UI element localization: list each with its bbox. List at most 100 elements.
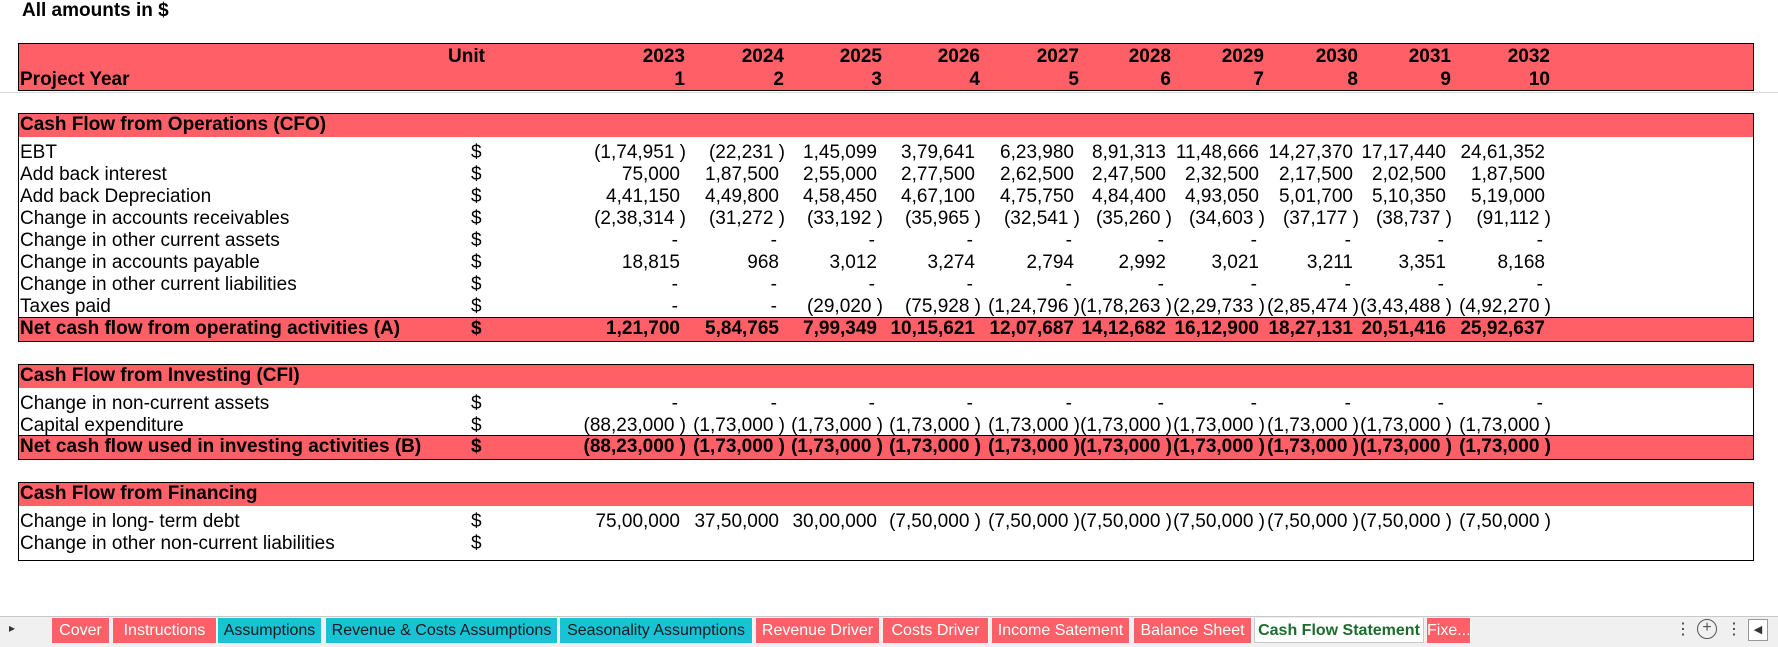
value-cell: - <box>1157 230 1164 251</box>
value-cell: 2,55,000 <box>803 164 877 185</box>
year-header: 2028 <box>1128 46 1171 67</box>
year-header: 2032 <box>1507 46 1550 67</box>
unit-header: Unit <box>448 46 485 67</box>
sheet-tab[interactable]: Fixe... <box>1427 618 1471 643</box>
value-cell: 3,012 <box>829 252 877 273</box>
value-cell: - <box>770 230 777 251</box>
row-label: Taxes paid <box>20 296 111 317</box>
value-cell: 3,021 <box>1211 252 1259 273</box>
value-cell: 6,23,980 <box>1000 142 1074 163</box>
value-cell: 14,27,370 <box>1268 142 1353 163</box>
value-cell: (1,73,000 ) <box>889 415 981 436</box>
value-cell: - <box>1344 274 1351 295</box>
row-label: Change in accounts payable <box>20 252 260 273</box>
sheet-tab[interactable]: Cash Flow Statement <box>1254 618 1424 643</box>
value-cell: 30,00,000 <box>792 511 877 532</box>
value-cell: 4,49,800 <box>705 186 779 207</box>
value-cell: - <box>770 274 777 295</box>
value-cell: (91,112 ) <box>1476 208 1551 229</box>
value-cell: 4,67,100 <box>901 186 975 207</box>
row-label: Change in long- term debt <box>20 511 240 532</box>
total-value-cell: 20,51,416 <box>1361 318 1446 339</box>
value-cell: 37,50,000 <box>694 511 779 532</box>
total-value-cell: 12,07,687 <box>989 318 1074 339</box>
more-options-icon[interactable]: ⋮ <box>1726 621 1742 638</box>
scroll-left-icon[interactable]: ◀ <box>1748 619 1768 641</box>
value-cell: - <box>1536 274 1543 295</box>
value-cell: (33,192 ) <box>806 208 883 229</box>
year-header: 2024 <box>741 46 784 67</box>
cfo-section-title: Cash Flow from Operations (CFO) <box>20 114 327 135</box>
value-cell: 4,93,050 <box>1185 186 1259 207</box>
project-year-label: Project Year <box>20 69 130 90</box>
unit-cell: $ <box>471 296 482 317</box>
value-cell: (7,50,000 ) <box>1173 511 1265 532</box>
project-year-number: 2 <box>773 69 784 90</box>
value-cell: (22,231 ) <box>708 142 785 163</box>
value-cell: - <box>1065 274 1072 295</box>
row-label: EBT <box>20 142 57 163</box>
value-cell: - <box>966 230 973 251</box>
total-label: Net cash flow from operating activities … <box>20 318 401 339</box>
unit-cell: $ <box>471 533 482 554</box>
unit-cell: $ <box>471 274 482 295</box>
value-cell: (1,24,796 ) <box>988 296 1080 317</box>
row-label: Change in accounts receivables <box>20 208 290 229</box>
value-cell: - <box>1250 393 1257 414</box>
value-cell: - <box>1065 230 1072 251</box>
value-cell: 4,58,450 <box>803 186 877 207</box>
value-cell: - <box>966 274 973 295</box>
value-cell: - <box>671 230 678 251</box>
value-cell: (75,928 ) <box>904 296 981 317</box>
unit-cell: $ <box>471 436 482 457</box>
value-cell: - <box>1157 274 1164 295</box>
value-cell: - <box>868 393 875 414</box>
value-cell: 1,45,099 <box>803 142 877 163</box>
row-label: Add back interest <box>20 164 167 185</box>
cfi-body-box <box>18 388 1754 436</box>
project-year-number: 6 <box>1160 69 1171 90</box>
value-cell: (29,020 ) <box>806 296 883 317</box>
total-value-cell: 10,15,621 <box>890 318 975 339</box>
value-cell: (7,50,000 ) <box>1459 511 1551 532</box>
tab-scroll-right-icon[interactable]: ▸ <box>9 621 16 635</box>
total-value-cell: (88,23,000 ) <box>583 436 686 457</box>
value-cell: 3,351 <box>1398 252 1446 273</box>
row-label: Change in other current liabilities <box>20 274 297 295</box>
value-cell: 2,02,500 <box>1372 164 1446 185</box>
value-cell: - <box>671 296 678 317</box>
value-cell: 2,992 <box>1118 252 1166 273</box>
gridline <box>0 92 1778 93</box>
sheet-tab[interactable]: Balance Sheet <box>1134 618 1252 643</box>
total-value-cell: 16,12,900 <box>1174 318 1259 339</box>
year-header: 2031 <box>1408 46 1451 67</box>
row-label: Capital expenditure <box>20 415 184 436</box>
value-cell: (3,43,488 ) <box>1360 296 1452 317</box>
value-cell: 2,47,500 <box>1092 164 1166 185</box>
sheet-tab[interactable]: Cover <box>52 618 110 643</box>
sheet-tab[interactable]: Assumptions <box>218 618 322 643</box>
sheet-tab[interactable]: Instructions <box>113 618 217 643</box>
value-cell: (1,73,000 ) <box>1080 415 1172 436</box>
unit-cell: $ <box>471 164 482 185</box>
value-cell: 4,84,400 <box>1092 186 1166 207</box>
value-cell: 1,87,500 <box>1471 164 1545 185</box>
value-cell: - <box>671 274 678 295</box>
project-year-number: 10 <box>1528 69 1550 90</box>
value-cell: 5,01,700 <box>1279 186 1353 207</box>
value-cell: (1,73,000 ) <box>1360 415 1452 436</box>
value-cell: 17,17,440 <box>1361 142 1446 163</box>
row-label: Change in other current assets <box>20 230 280 251</box>
sheet-tab[interactable]: Seasonality Assumptions <box>560 618 753 643</box>
more-tabs-icon[interactable]: ⋮ <box>1675 621 1691 638</box>
add-sheet-icon[interactable]: + <box>1697 619 1717 639</box>
sheet-tab[interactable]: Revenue & Costs Assumptions <box>326 618 558 643</box>
project-year-number: 3 <box>871 69 882 90</box>
sheet-tab[interactable]: Revenue Driver <box>756 618 880 643</box>
sheet-tab[interactable]: Income Satement <box>992 618 1130 643</box>
unit-cell: $ <box>471 186 482 207</box>
value-cell: 2,794 <box>1026 252 1074 273</box>
total-value-cell: 7,99,349 <box>803 318 877 339</box>
unit-cell: $ <box>471 393 482 414</box>
sheet-tab[interactable]: Costs Driver <box>883 618 989 643</box>
